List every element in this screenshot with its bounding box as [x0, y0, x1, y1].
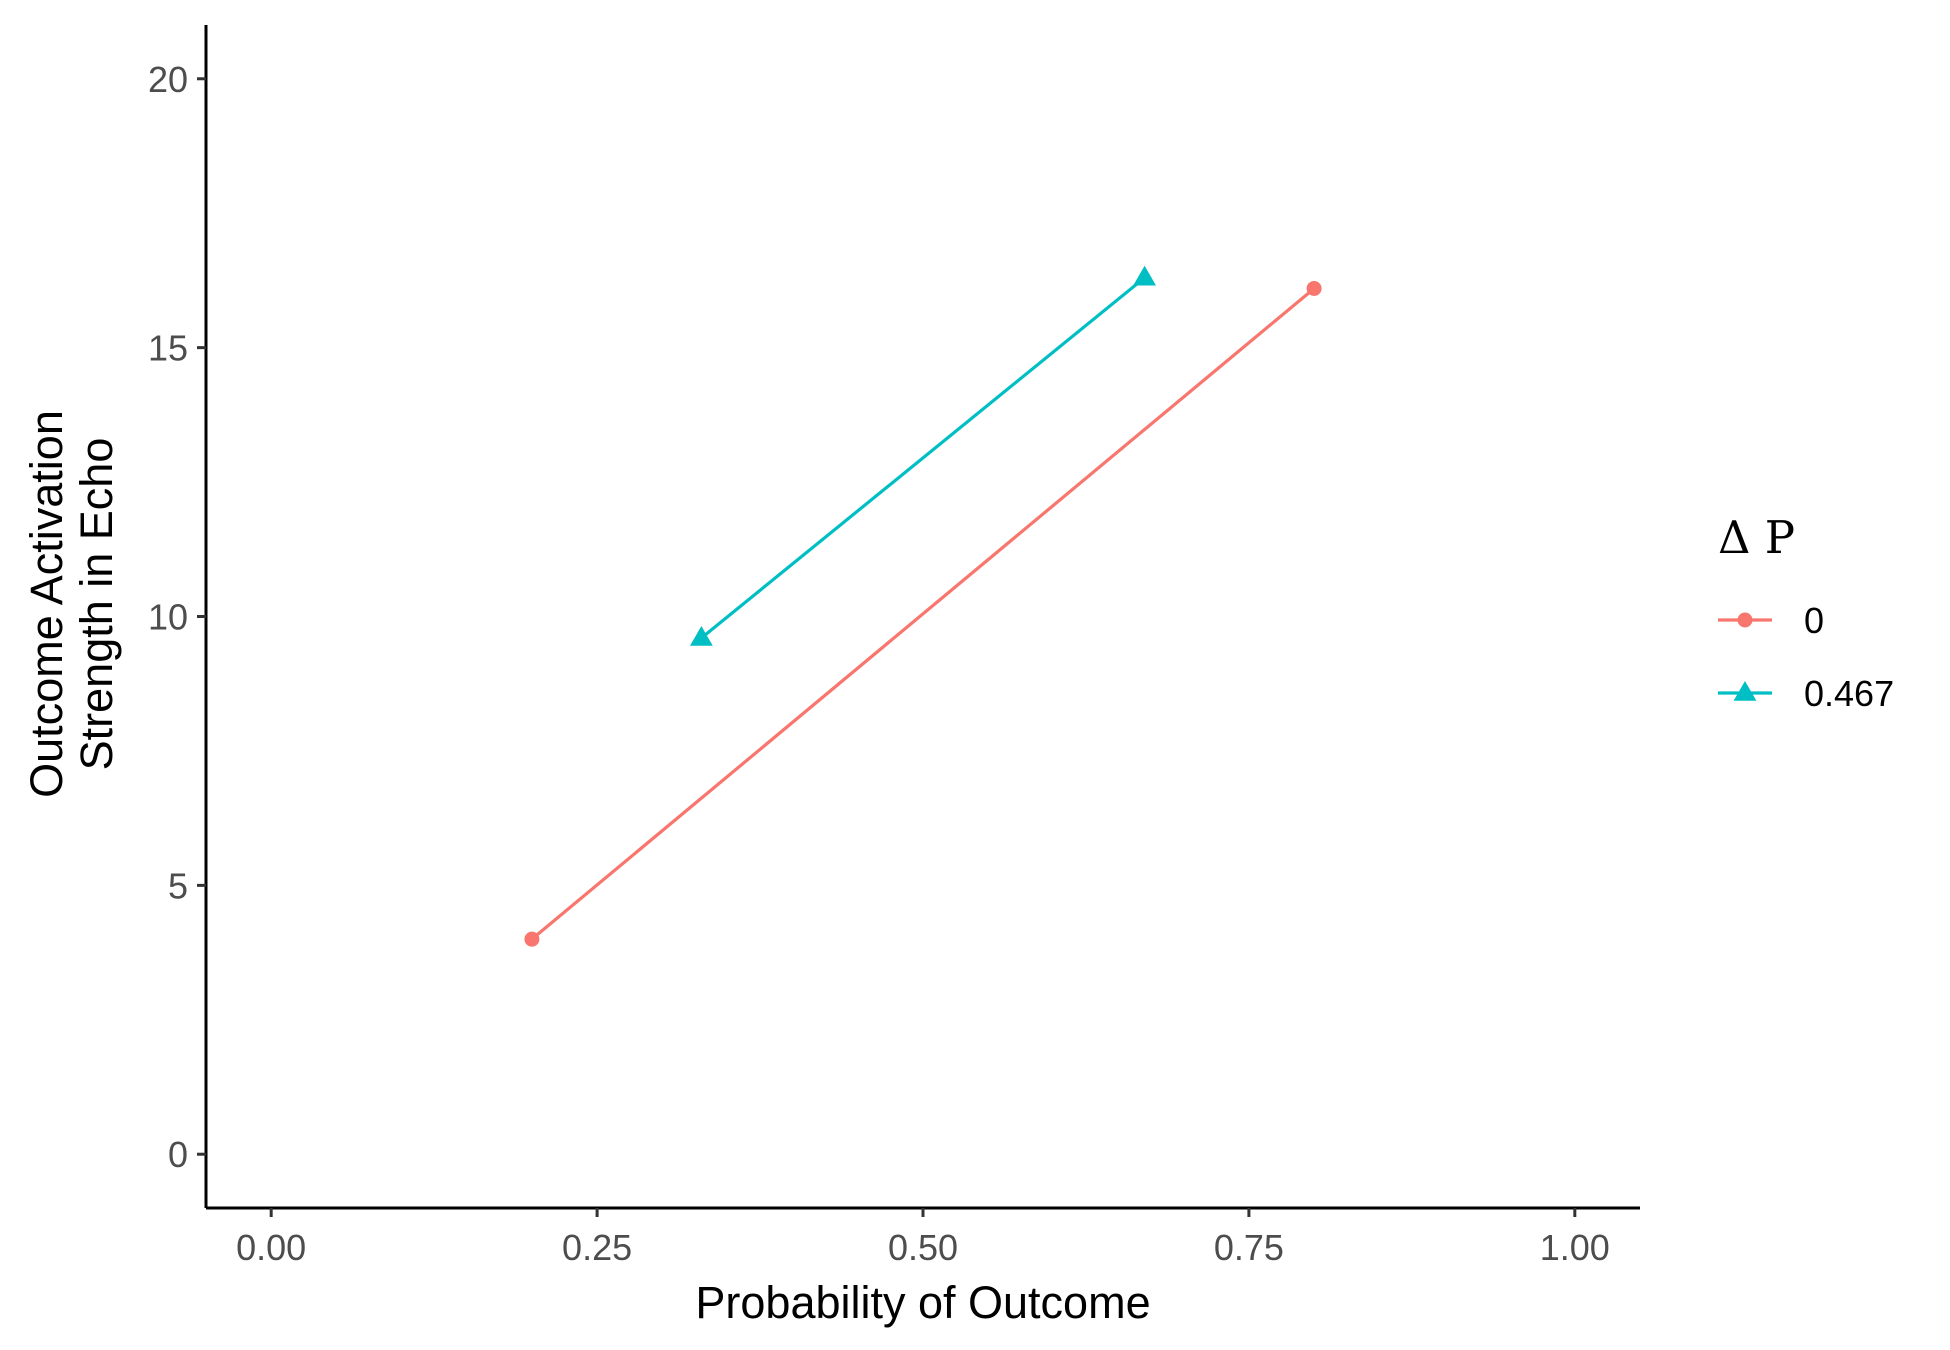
legend-key-marker	[1733, 681, 1757, 701]
legend-item: 0.467	[1718, 673, 1894, 714]
y-tick-label: 10	[148, 597, 188, 638]
series-1	[689, 265, 1157, 646]
legend-key-marker	[1737, 612, 1753, 628]
y-tick-label: 5	[168, 865, 188, 906]
y-axis-title: Outcome ActivationStrength in Echo	[21, 410, 122, 798]
data-point	[689, 626, 713, 646]
series-line	[700, 276, 1146, 640]
legend-item: 0	[1718, 600, 1824, 641]
x-tick-label: 1.00	[1540, 1227, 1610, 1268]
legend: Δ P 0 0.467	[1718, 511, 1894, 714]
y-tick-label: 0	[168, 1134, 188, 1175]
y-tick-label: 15	[148, 328, 188, 369]
x-axis-title: Probability of Outcome	[695, 1277, 1150, 1328]
x-tick-label: 0.25	[562, 1227, 632, 1268]
x-axis-ticks: 0.00 0.25 0.50 0.75 1.00	[236, 1208, 1610, 1268]
legend-items: 0 0.467	[1718, 600, 1894, 714]
data-point	[1306, 280, 1322, 296]
plot-area	[524, 265, 1322, 947]
series-line	[530, 287, 1316, 941]
data-point	[524, 931, 540, 947]
legend-title: Δ P	[1718, 511, 1795, 564]
x-tick-label: 0.75	[1214, 1227, 1284, 1268]
y-tick-label: 20	[148, 59, 188, 100]
data-point	[1133, 265, 1157, 286]
x-tick-label: 0.50	[888, 1227, 958, 1268]
y-axis-title-line: Outcome Activation	[21, 410, 72, 798]
legend-label: 0	[1804, 600, 1824, 641]
y-axis-title-line: Strength in Echo	[71, 438, 122, 771]
series-0	[524, 280, 1322, 947]
x-tick-label: 0.00	[236, 1227, 306, 1268]
legend-label: 0.467	[1804, 673, 1894, 714]
y-axis-ticks: 0 5 10 15 20	[148, 59, 206, 1175]
